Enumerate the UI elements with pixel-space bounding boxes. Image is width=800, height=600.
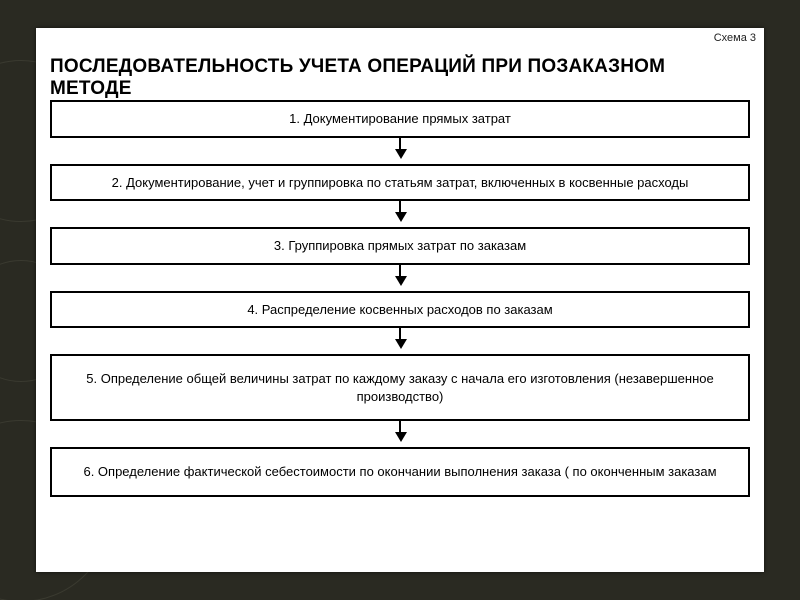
flow-step-6: 6. Определение фактической себестоимости… [50,447,750,497]
scheme-label: Схема 3 [714,32,756,44]
document-page: Схема 3 ПОСЛЕДОВАТЕЛЬНОСТЬ УЧЕТА ОПЕРАЦИ… [36,28,764,572]
flow-arrow [50,328,750,354]
flow-step-2: 2. Документирование, учет и группировка … [50,164,750,202]
flow-arrow [50,201,750,227]
flow-arrow [50,265,750,291]
flow-arrow [50,421,750,447]
flowchart: 1. Документирование прямых затрат 2. Док… [50,100,750,497]
flow-step-5: 5. Определение общей величины затрат по … [50,354,750,421]
flow-step-1: 1. Документирование прямых затрат [50,100,750,138]
flow-step-3: 3. Группировка прямых затрат по заказам [50,227,750,265]
diagram-title: ПОСЛЕДОВАТЕЛЬНОСТЬ УЧЕТА ОПЕРАЦИЙ ПРИ ПО… [50,56,750,100]
flow-arrow [50,138,750,164]
flow-step-4: 4. Распределение косвенных расходов по з… [50,291,750,329]
